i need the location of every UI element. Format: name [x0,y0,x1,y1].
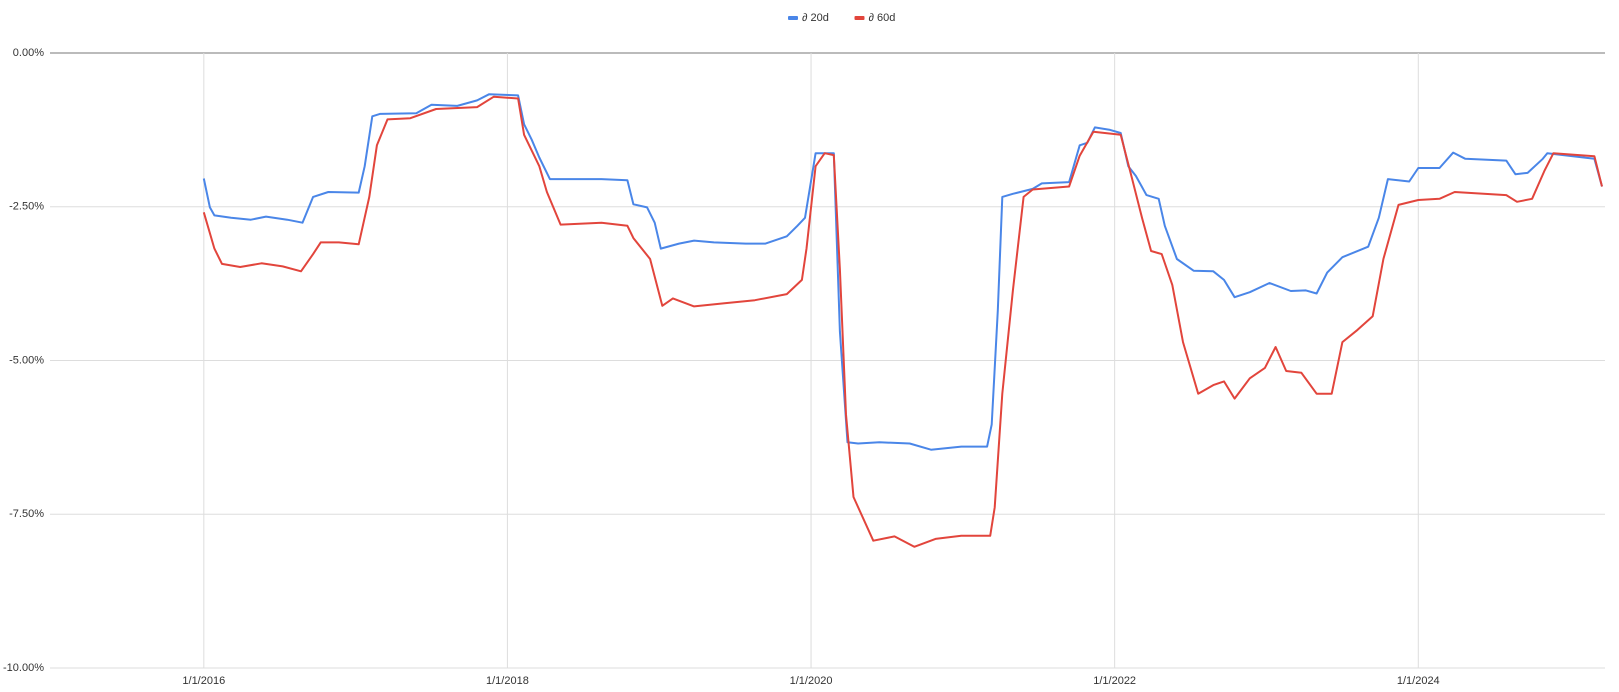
legend-swatch [854,16,865,20]
legend-label: ∂ 20d [802,12,829,24]
legend: ∂ 20d ∂ 60d [788,12,895,24]
x-tick-label: 1/1/2016 [182,675,225,687]
y-tick-label: -5.00% [9,354,44,366]
series-line [202,95,1603,548]
x-tick-label: 1/1/2024 [1397,675,1440,687]
x-tick-label: 1/1/2020 [790,675,833,687]
legend-label: ∂ 60d [869,12,896,24]
series-line [202,93,1603,451]
y-tick-label: 0.00% [13,47,44,59]
x-tick-label: 1/1/2018 [486,675,529,687]
y-tick-label: -7.50% [9,508,44,520]
legend-swatch [788,16,798,20]
y-tick-label: -2.50% [9,201,44,213]
y-tick-label: -10.00% [3,662,44,674]
x-tick-label: 1/1/2022 [1093,675,1136,687]
